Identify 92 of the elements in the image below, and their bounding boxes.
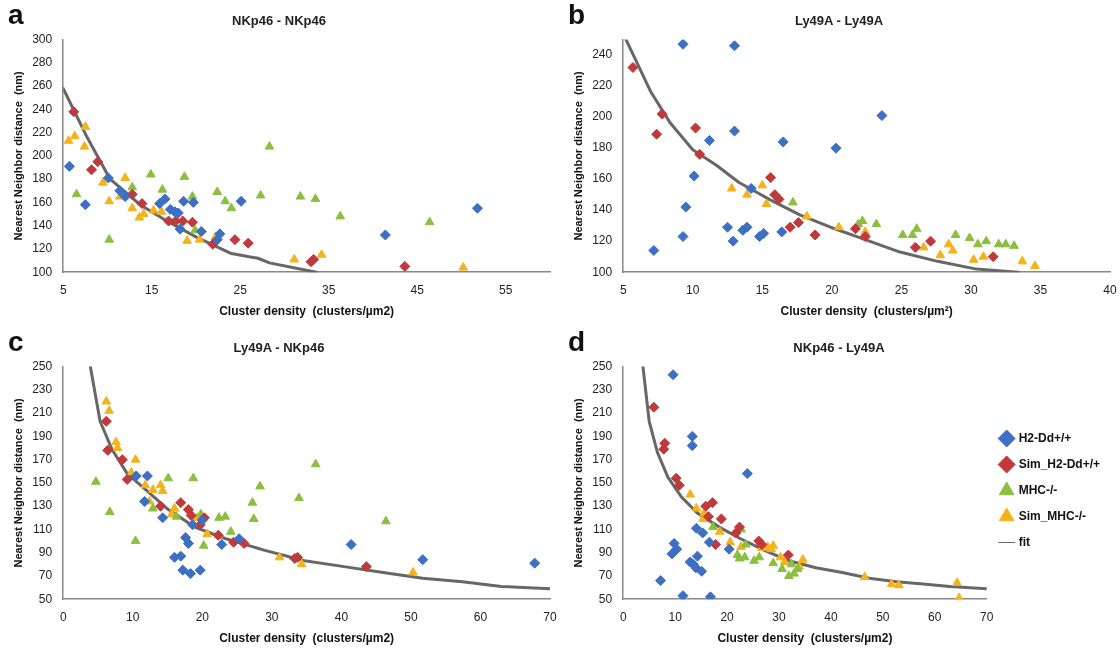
y-tick-label: 170: [592, 451, 613, 466]
text: c: [8, 325, 24, 357]
y-tick-label: 210: [32, 405, 53, 420]
y-axis-title: Nearest Neighbor distance (nm): [571, 397, 584, 568]
y-tick-label: 150: [592, 475, 613, 490]
x-axis-title: Cluster density (clusters/µm2): [219, 304, 395, 319]
x-tick-label: 60: [473, 609, 488, 624]
y-tick-label: 200: [592, 109, 613, 124]
y-tick-label: 250: [592, 358, 613, 373]
y-tick-label: 210: [592, 405, 613, 420]
x-tick-label: 20: [825, 282, 839, 297]
y-tick-label: 130: [592, 498, 613, 513]
y-tick-label: 190: [32, 428, 53, 443]
y-tick-label: 220: [32, 124, 53, 139]
y-tick-label: 240: [32, 101, 53, 116]
y-tick-label: 180: [32, 171, 53, 186]
y-tick-label: 110: [593, 521, 613, 536]
legend-label: Sim_H2-Dd+/+: [1018, 456, 1101, 471]
y-tick-label: 240: [592, 47, 613, 62]
y-tick-label: 300: [32, 31, 53, 46]
x-tick-label: 0: [59, 609, 67, 624]
y-tick-label: 190: [592, 428, 613, 443]
x-tick-label: 25: [894, 282, 909, 297]
y-tick-label: 120: [32, 241, 53, 256]
y-tick-label: 130: [32, 498, 53, 513]
x-tick-label: 50: [404, 609, 418, 624]
x-tick-label: 45: [410, 282, 425, 297]
x-tick-label: 70: [979, 609, 994, 624]
x-tick-label: 20: [195, 609, 210, 624]
y-tick-label: 50: [598, 591, 613, 606]
x-tick-label: 40: [334, 609, 349, 624]
y-tick-label: 70: [38, 568, 53, 583]
y-tick-label: 140: [592, 202, 613, 217]
text: d: [568, 325, 586, 357]
y-tick-label: 230: [32, 382, 53, 397]
y-tick-label: 50: [38, 591, 53, 606]
y-tick-label: 70: [598, 568, 613, 583]
y-axis-title: Nearest Neighbor distance (nm): [11, 70, 24, 241]
y-tick-label: 90: [38, 544, 53, 559]
x-tick-label: 20: [720, 609, 735, 624]
x-tick-label: 40: [824, 609, 838, 624]
text: a: [8, 0, 24, 30]
y-tick-label: 160: [592, 171, 613, 186]
y-tick-label: 110: [33, 521, 53, 536]
x-tick-label: 55: [499, 282, 513, 297]
x-tick-label: 10: [126, 609, 140, 624]
y-axis-title: Nearest Neighbor distance (nm): [571, 70, 584, 241]
y-tick-label: 120: [592, 233, 613, 248]
chart-title: NKp46 - NKp46: [232, 13, 326, 29]
x-tick-label: 35: [1033, 282, 1048, 297]
x-tick-label: 0: [619, 609, 627, 624]
chart-title: Ly49A - Ly49A: [794, 13, 884, 29]
x-tick-label: 25: [233, 282, 248, 297]
y-tick-label: 140: [32, 217, 53, 232]
legend-label: fit: [1018, 534, 1030, 549]
y-tick-label: 250: [32, 358, 53, 373]
x-tick-label: 40: [1103, 282, 1117, 297]
y-tick-label: 170: [32, 451, 53, 466]
y-tick-label: 200: [32, 148, 53, 163]
y-tick-label: 90: [598, 544, 613, 559]
y-tick-label: 220: [592, 78, 613, 93]
y-tick-label: 100: [592, 264, 613, 279]
x-tick-label: 30: [964, 282, 978, 297]
x-tick-label: 70: [543, 609, 557, 624]
x-tick-label: 60: [928, 609, 942, 624]
text: b: [568, 0, 586, 30]
x-axis-title: Cluster density (clusters/µm²): [780, 304, 953, 319]
y-tick-label: 100: [32, 264, 53, 279]
legend-label: Sim_MHC-/-: [1018, 508, 1086, 523]
legend-label: MHC-/-: [1018, 482, 1058, 497]
x-axis-title: Cluster density (clusters/µm2): [219, 631, 395, 646]
y-tick-label: 180: [592, 140, 613, 155]
x-tick-label: 30: [265, 609, 279, 624]
legend-label: H2-Dd+/+: [1018, 430, 1072, 445]
y-tick-label: 280: [32, 55, 53, 70]
chart-title: Ly49A - NKp46: [233, 340, 325, 356]
x-tick-label: 15: [145, 282, 159, 297]
y-axis-title: Nearest Neighbor distance (nm): [11, 397, 24, 568]
x-tick-label: 15: [755, 282, 770, 297]
chart-title: NKp46 - Ly49A: [793, 340, 886, 356]
x-tick-label: 30: [772, 609, 786, 624]
y-tick-label: 150: [32, 475, 53, 490]
x-axis-title: Cluster density (clusters/µm2): [717, 631, 893, 646]
x-tick-label: 5: [619, 282, 627, 297]
y-tick-label: 260: [32, 78, 53, 93]
y-tick-label: 160: [32, 194, 53, 209]
x-tick-label: 5: [59, 282, 67, 297]
x-tick-label: 50: [876, 609, 890, 624]
y-tick-label: 230: [592, 382, 613, 397]
x-tick-label: 10: [686, 282, 700, 297]
x-tick-label: 10: [668, 609, 683, 624]
x-tick-label: 35: [322, 282, 336, 297]
